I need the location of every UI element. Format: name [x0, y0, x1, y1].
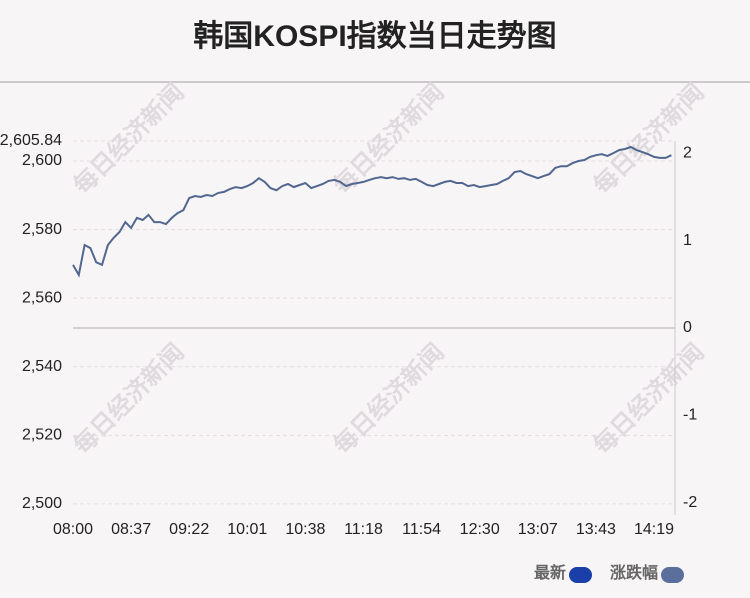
legend-label: 涨跌幅 — [610, 563, 658, 582]
y-tick-label: 2,605.84 — [0, 132, 62, 149]
x-tick-label: 14:19 — [634, 521, 674, 538]
y2-tick-label: 1 — [683, 232, 692, 249]
y2-tick-label: 0 — [683, 319, 692, 336]
x-tick-label: 11:18 — [344, 521, 383, 538]
x-tick-label: 10:01 — [227, 521, 267, 538]
y-tick-label: 2,500 — [22, 495, 62, 512]
x-tick-label: 11:54 — [402, 521, 441, 538]
y2-tick-label: 2 — [683, 144, 692, 161]
chart-title: 韩国KOSPI指数当日走势图 — [193, 20, 556, 53]
y-tick-label: 2,540 — [22, 358, 62, 375]
x-tick-label: 13:07 — [518, 521, 558, 538]
x-tick-label: 10:38 — [285, 521, 325, 538]
x-tick-label: 08:00 — [53, 521, 93, 538]
y2-tick-label: -1 — [683, 407, 697, 424]
price-line — [72, 145, 672, 278]
x-tick-label: 13:43 — [576, 521, 616, 538]
x-tick-label: 08:37 — [111, 521, 151, 538]
y2-tick-label: -2 — [683, 494, 697, 511]
legend-swatch — [569, 567, 592, 583]
y-tick-label: 2,560 — [22, 289, 62, 306]
x-tick-label: 12:30 — [460, 521, 500, 538]
y-tick-label: 2,520 — [22, 427, 62, 444]
legend-label: 最新 — [534, 563, 566, 582]
y-tick-label: 2,580 — [22, 221, 62, 238]
legend-swatch — [661, 567, 684, 583]
y-tick-label: 2,600 — [22, 152, 62, 169]
x-tick-label: 09:22 — [169, 521, 209, 538]
